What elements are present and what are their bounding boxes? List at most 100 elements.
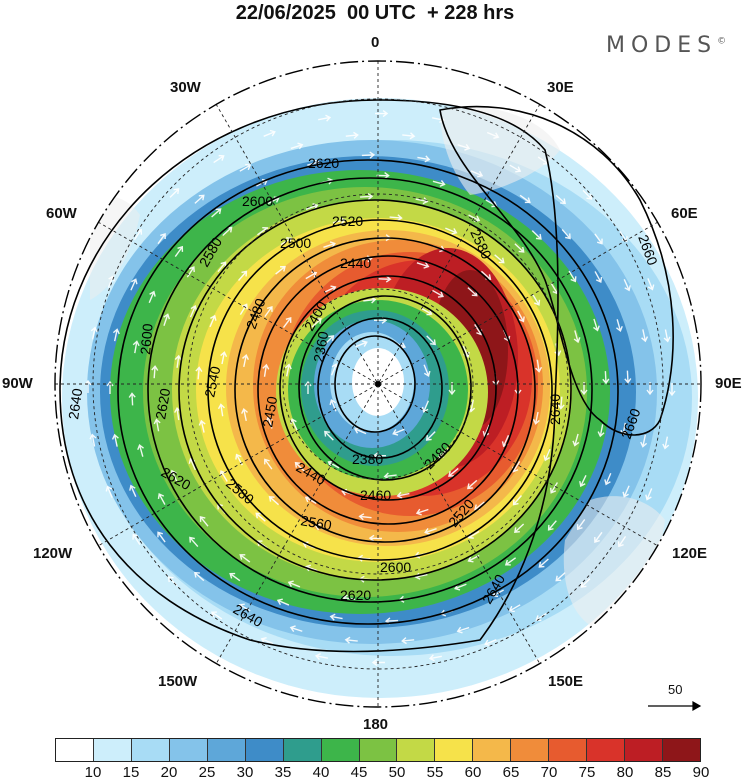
wind-arrow <box>494 254 505 264</box>
wind-arrow <box>457 143 471 151</box>
reference-vector-arrow <box>648 700 702 712</box>
wind-arrow <box>360 192 374 201</box>
wind-arrow <box>423 364 431 377</box>
contour-2620 <box>117 159 619 625</box>
wind-arrow <box>324 285 337 293</box>
wind-arrow <box>543 448 551 462</box>
contour-label: 2500 <box>280 235 311 251</box>
wind-arrow <box>416 261 430 269</box>
wind-arrow <box>163 313 171 326</box>
wind-arrow <box>662 436 670 450</box>
colorbar-swatch <box>435 739 474 761</box>
wind-arrow <box>90 326 98 340</box>
wind-arrow <box>174 354 182 368</box>
colorbar-tick-label: 80 <box>616 764 634 781</box>
wind-arrow <box>417 155 431 163</box>
longitude-label-60e: 60E <box>671 205 698 222</box>
wind-arrow <box>594 233 603 245</box>
wind-arrow <box>289 625 303 633</box>
wind-arrow <box>229 572 241 582</box>
wind-arrow <box>582 189 593 200</box>
contour-label: 2620 <box>152 387 173 421</box>
wind-arrow <box>132 533 141 546</box>
wind-arrow <box>241 407 248 421</box>
wind-arrow <box>148 290 156 304</box>
wind-arrow <box>129 484 137 497</box>
colorbar-tick-label: 55 <box>426 764 444 781</box>
wind-arrow <box>329 399 337 412</box>
colorbar-swatch <box>587 739 626 761</box>
wind-arrow <box>217 261 227 273</box>
wind-arrow <box>376 172 390 180</box>
wind-arrow <box>623 279 631 292</box>
contour-2640 <box>59 99 559 653</box>
wind-arrow <box>264 458 273 470</box>
contour-label: 2460 <box>360 487 391 503</box>
wind-arrow <box>389 214 403 222</box>
wind-arrow <box>329 613 343 621</box>
wind-arrow <box>645 488 653 501</box>
contour-label: 2600 <box>380 559 411 575</box>
contour-label: 2380 <box>352 451 383 467</box>
colorbar-swatch <box>625 739 663 761</box>
colorbar-swatch <box>207 739 246 761</box>
colorbar <box>55 738 701 762</box>
wind-arrow <box>255 512 266 522</box>
wind-arrow <box>619 230 628 243</box>
wind-arrow <box>448 467 459 477</box>
wind-arrow <box>268 495 280 506</box>
colorbar-tick-label: 30 <box>236 764 254 781</box>
wind-arrow <box>153 418 161 432</box>
wind-arrow <box>287 580 301 588</box>
wind-arrow <box>508 604 521 613</box>
wind-arrow <box>345 131 359 139</box>
wind-arrow <box>324 430 334 441</box>
wind-arrow <box>151 365 159 379</box>
wind-arrow <box>557 396 565 410</box>
wind-arrow <box>445 227 458 235</box>
wind-arrow <box>392 428 405 436</box>
wind-arrow <box>617 535 627 548</box>
brand-logo: MODES© <box>606 33 727 58</box>
wind-arrow <box>509 164 522 173</box>
wind-arrow <box>514 523 525 534</box>
longitude-label-30e: 30E <box>547 79 574 96</box>
longitude-label-60w: 60W <box>46 205 77 222</box>
wind-arrow <box>199 515 209 527</box>
wind-arrow <box>157 492 166 505</box>
contour-label: 2360 <box>310 330 331 364</box>
wind-arrow <box>420 307 433 316</box>
wind-arrow <box>401 637 415 645</box>
wind-arrow <box>282 316 292 328</box>
wind-arrow <box>517 310 525 323</box>
wind-arrow <box>198 419 206 433</box>
colorbar-tick-label: 35 <box>274 764 292 781</box>
wind-arrow <box>504 557 517 566</box>
wind-arrow <box>264 305 273 318</box>
colorbar-swatch <box>321 739 360 761</box>
wind-arrow <box>260 636 274 645</box>
wind-arrow <box>424 527 437 535</box>
wind-arrow <box>593 318 600 332</box>
wind-arrow <box>220 351 228 365</box>
wind-arrow <box>323 241 336 249</box>
wind-arrow <box>663 329 671 343</box>
reference-vector-label: 50 <box>668 682 683 697</box>
colorbar-tick-label: 60 <box>464 764 482 781</box>
wind-arrow <box>547 520 557 531</box>
colorbar-swatch <box>511 739 550 761</box>
colorbar-tick-label: 85 <box>654 764 672 781</box>
wind-arrow <box>414 572 428 580</box>
wind-arrow <box>314 653 329 661</box>
wind-arrow <box>555 572 566 582</box>
wind-arrow <box>209 314 217 328</box>
wind-arrow <box>130 278 138 291</box>
wind-arrow <box>573 330 581 344</box>
wind-arrow <box>211 208 222 218</box>
wind-arrow <box>532 411 540 425</box>
wind-arrow <box>576 519 586 531</box>
wind-arrow <box>194 571 205 582</box>
wind-arrow <box>186 266 195 278</box>
wind-arrow <box>415 197 429 205</box>
colorbar-tick-label: 75 <box>578 764 596 781</box>
